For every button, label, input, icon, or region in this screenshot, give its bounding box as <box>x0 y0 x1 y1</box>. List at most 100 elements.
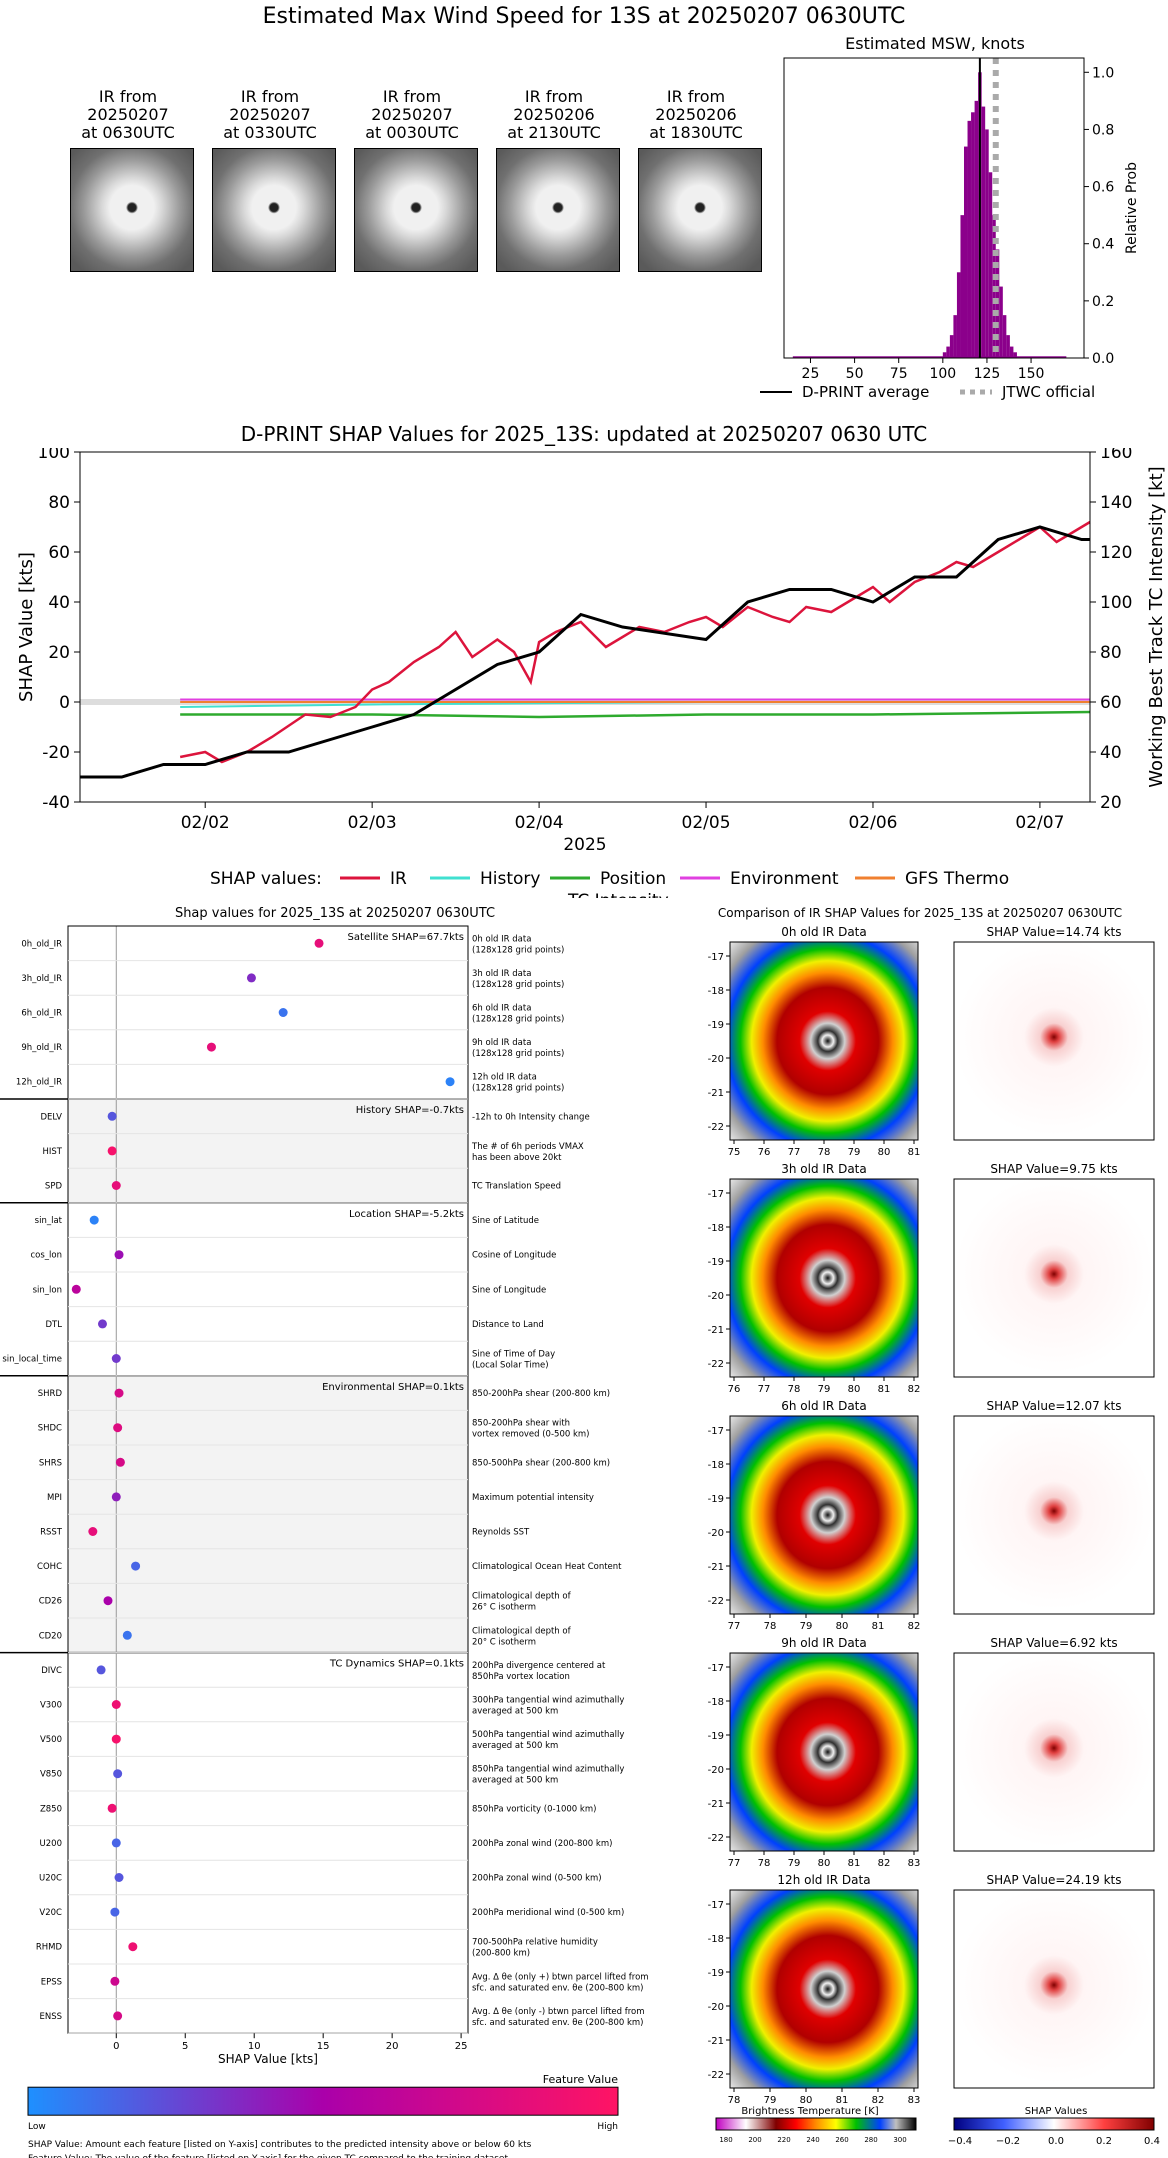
thumbnail-caption-line: 20250207 <box>371 105 453 124</box>
msw-bar <box>967 120 972 358</box>
thumbnail-caption-line: at 2130UTC <box>507 123 601 142</box>
y-tick-label: -18 <box>708 986 724 997</box>
x-tick-label: 78 <box>728 2095 741 2106</box>
feature-chart-title: Shap values for 2025_13S at 20250207 063… <box>174 906 496 921</box>
feature-point <box>122 1630 132 1640</box>
shap-panel-title: SHAP Value=24.19 kts <box>987 1873 1122 1887</box>
y-tick-label: -17 <box>708 952 724 963</box>
feature-name: DELV <box>40 1112 62 1122</box>
thumbnail-caption-line: at 0030UTC <box>365 123 459 142</box>
ts-ylabel-right: Working Best Track TC Intensity [kt] <box>1146 466 1167 787</box>
feature-desc-2: averaged at 500 km <box>472 1741 558 1751</box>
sv-colorbar <box>953 2117 1155 2131</box>
y-tick-label: 80 <box>48 493 70 513</box>
colorbar-title: Feature Value <box>543 2073 619 2086</box>
shap-panel-title: SHAP Value=6.92 kts <box>990 1636 1117 1650</box>
feature-desc-2: (Local Solar Time) <box>472 1361 549 1371</box>
footnote-2: Feature Value: The value of the feature … <box>28 2154 508 2158</box>
sv-tick-label: 0.0 <box>1048 2136 1064 2147</box>
shap-panel-title: SHAP Value=12.07 kts <box>987 1399 1122 1413</box>
feature-point <box>206 1042 216 1052</box>
msw-bar <box>946 346 950 358</box>
x-tick-label: 25 <box>802 366 820 382</box>
feature-point <box>445 1077 455 1087</box>
legend-environment-label: Environment <box>730 869 839 889</box>
tc-intensity-series <box>80 525 1090 779</box>
group-label: TC Dynamics SHAP=0.1kts <box>329 1659 464 1670</box>
group-background <box>68 1099 468 1203</box>
msw-histogram: 25 50 75 100 125 150 0.0 0.2 0.4 0.6 0.8 1.0 Relativ… <box>760 57 1140 401</box>
y-tick-label: -20 <box>708 1054 724 1065</box>
y-tick-label: -21 <box>708 1562 724 1573</box>
x-tick-label: 0 <box>113 2041 119 2052</box>
feature-desc: 0h old IR data <box>472 934 531 944</box>
msw-bar <box>1002 315 1007 358</box>
y-right-tick-label: 120 <box>1100 543 1132 563</box>
x-tick-label: 78 <box>788 1384 801 1395</box>
y-tick-label: -19 <box>708 1731 724 1742</box>
ir-compare-title: Comparison of IR SHAP Values for 2025_13… <box>717 906 1123 920</box>
feature-desc: 200hPa zonal wind (200-800 km) <box>472 1839 612 1849</box>
x-tick-label: 79 <box>818 1384 831 1395</box>
x-tick-label: 81 <box>878 1384 891 1395</box>
legend-avg-label: D-PRINT average <box>802 383 929 401</box>
feature-name: Z850 <box>40 1804 62 1814</box>
feature-desc-2: (128x128 grid points) <box>472 980 564 990</box>
feature-desc-2: sfc. and saturated env. θe (200-800 km) <box>472 1983 644 1993</box>
x-tick-label: 78 <box>818 1147 831 1158</box>
msw-frame <box>783 57 1085 359</box>
x-tick-label: 79 <box>764 2095 777 2106</box>
feature-name: 9h_old_IR <box>21 1043 62 1053</box>
group-label: History SHAP=-0.7kts <box>356 1105 464 1116</box>
feature-desc: Reynolds SST <box>472 1528 530 1538</box>
msw-bar <box>949 335 954 358</box>
y-tick-label: -21 <box>708 2036 724 2047</box>
y-tick-label: 0 <box>59 693 70 713</box>
feature-desc-2: averaged at 500 km <box>472 1776 558 1786</box>
x-tick-label: 80 <box>878 1147 891 1158</box>
feature-desc: 6h old IR data <box>472 1004 531 1014</box>
feature-name: SHDC <box>38 1424 62 1434</box>
feature-desc: 3h old IR data <box>472 969 531 979</box>
bt-tick-label: 300 <box>893 2136 906 2144</box>
y-tick-label: 1.0 <box>1092 65 1114 81</box>
x-tick-label: 75 <box>890 366 908 382</box>
feature-point <box>110 1976 120 1986</box>
thumbnail-caption: IR from 20250206 at 1830UTC <box>626 88 766 142</box>
ir-thumbnail-image <box>496 148 620 272</box>
feature-point <box>88 1527 98 1536</box>
feature-desc: 850-200hPa shear (200-800 km) <box>472 1389 610 1399</box>
thumbnail-caption-line: at 0330UTC <box>223 123 317 142</box>
legend-gfs-label: GFS Thermo <box>905 869 1009 889</box>
sv-tick-label: 0.4 <box>1144 2136 1160 2147</box>
feature-colorbar <box>27 2086 619 2116</box>
ir-panel-title: 6h old IR Data <box>781 1399 867 1413</box>
x-tick-label: 80 <box>848 1384 861 1395</box>
x-tick-label: 50 <box>846 366 864 382</box>
feature-point <box>113 1423 123 1433</box>
y-tick-label: 0.0 <box>1092 351 1114 367</box>
feature-desc: 12h old IR data <box>472 1073 537 1083</box>
bt-colorbar-title: Brightness Temperature [K] <box>741 2106 878 2117</box>
y-tick-label: -20 <box>708 1765 724 1776</box>
feature-desc: The # of 6h periods VMAX <box>471 1142 584 1152</box>
position-series <box>180 710 1091 719</box>
feature-name: DTL <box>46 1320 63 1330</box>
y-tick-label: 100 <box>38 448 70 463</box>
feature-desc: Sine of Latitude <box>472 1216 539 1226</box>
feature-name: 12h_old_IR <box>16 1078 62 1088</box>
y-tick-label: -21 <box>708 1325 724 1336</box>
y-right-tick-label: 140 <box>1100 493 1132 513</box>
thumbnail-caption-line: at 0630UTC <box>81 123 175 142</box>
feature-point <box>131 1561 141 1571</box>
y-right-tick-label: 80 <box>1100 643 1122 663</box>
y-tick-label: -17 <box>708 1900 724 1911</box>
x-tick-label: 77 <box>758 1384 771 1395</box>
bt-colorbar <box>715 2117 917 2131</box>
msw-bar <box>942 352 947 358</box>
shap-panel-image <box>953 1889 1155 2089</box>
footnote-1: SHAP Value: Amount each feature [listed … <box>28 2140 532 2150</box>
feature-name: cos_lon <box>30 1251 62 1261</box>
ir-comparison-panels: 0h old IR Data SHAP Value=14.74 kts -17 -18… <box>708 925 1160 2147</box>
feature-desc: Maximum potential intensity <box>472 1493 594 1503</box>
